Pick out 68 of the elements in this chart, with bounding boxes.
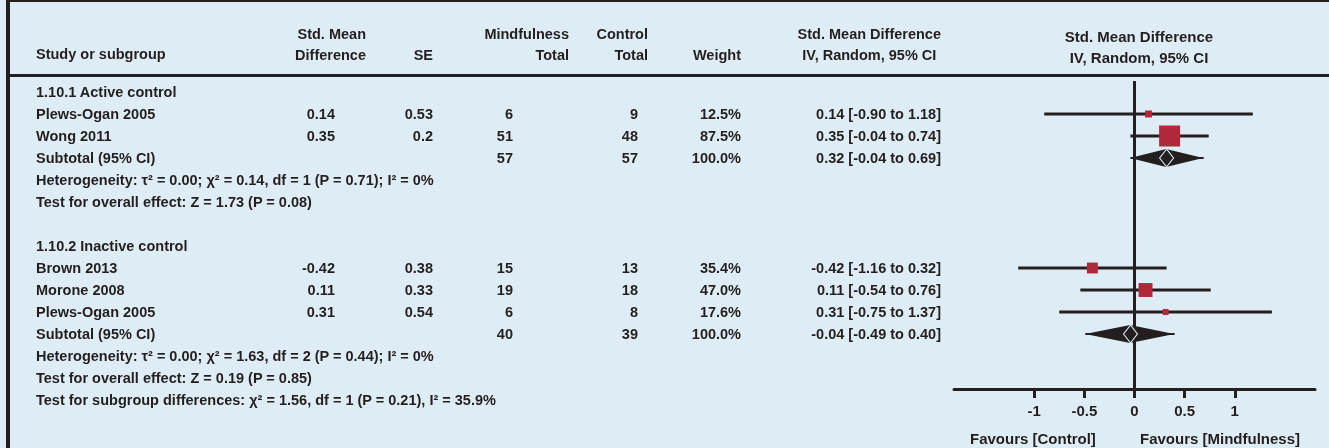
text: 57 — [496, 150, 513, 166]
chart-title: Std. Mean Difference — [1064, 28, 1214, 45]
text: 0.31 — [306, 304, 335, 320]
text: 12.5% — [699, 106, 741, 122]
text: 0.35 [-0.04 to 0.74] — [816, 128, 941, 144]
chart-subtitle: IV, Random, 95% CI — [1069, 49, 1209, 66]
category-label: Test for subgroup differences: χ² = 1.56, df = 1 (P = 0.21), I² = 35.9% — [36, 392, 496, 408]
text: -0.04 [-0.49 to 0.40] — [811, 326, 941, 342]
text: 100.0% — [691, 326, 741, 342]
text: 0.11 [-0.54 to 0.76] — [816, 282, 941, 298]
x-tick-label: -1 — [1027, 402, 1041, 419]
text: 57 — [621, 150, 638, 166]
category-label: 1.10.2 Inactive control — [36, 238, 188, 254]
category-label: Plews-Ogan 2005 — [36, 106, 156, 122]
text: 0.31 [-0.75 to 1.37] — [816, 304, 941, 320]
x-tick-label: -0.5 — [1071, 402, 1098, 419]
text: Favours [Mindfulness] — [1140, 430, 1301, 447]
category-label: Test for overall effect: Z = 1.73 (P = 0.08) — [36, 194, 312, 210]
category-label: Control Total — [596, 25, 648, 65]
text: 0.38 — [404, 260, 433, 276]
text: 13 — [621, 260, 638, 276]
category-label: Wong 2011 — [36, 128, 112, 144]
text: 18 — [621, 282, 638, 298]
text: 17.6% — [699, 304, 741, 320]
x-tick-label: 1 — [1230, 402, 1239, 419]
text: 0.32 [-0.04 to 0.69] — [816, 150, 941, 166]
text: 6 — [504, 106, 513, 122]
text: Favours [Control] — [970, 430, 1096, 447]
category-label: Brown 2013 — [36, 260, 118, 276]
category-label: Weight — [692, 46, 741, 65]
text: -0.42 — [301, 260, 335, 276]
text: 6 — [504, 304, 513, 320]
text: 87.5% — [699, 128, 741, 144]
text: 0.54 — [404, 304, 433, 320]
text: 0.35 — [306, 128, 335, 144]
category-label: Subtotal (95% CI) — [36, 326, 156, 342]
category-label: Std. Mean Difference IV, Random, 95% CI — [797, 25, 941, 65]
category-label: Mindfulness Total — [484, 25, 569, 65]
text: -0.42 [-1.16 to 0.32] — [811, 260, 941, 276]
text: 40 — [496, 326, 513, 342]
text: 0.11 — [307, 282, 335, 298]
x-tick-label: 0 — [1130, 402, 1139, 419]
text: 35.4% — [699, 260, 741, 276]
category-label: Heterogeneity: τ² = 0.00; χ² = 0.14, df = 1 (P = 0.71); I² = 0% — [36, 172, 434, 188]
text: 0.14 [-0.90 to 1.18] — [816, 106, 941, 122]
text: 9 — [629, 106, 638, 122]
category-label: Subtotal (95% CI) — [36, 150, 156, 166]
category-label: Test for overall effect: Z = 0.19 (P = 0.85) — [36, 370, 312, 386]
text: 100.0% — [691, 150, 741, 166]
text: 15 — [496, 260, 513, 276]
x-tick-label: 0.5 — [1174, 402, 1196, 419]
category-label: Morone 2008 — [36, 282, 125, 298]
category-label: Plews-Ogan 2005 — [36, 304, 156, 320]
text: 8 — [629, 304, 638, 320]
text: 39 — [621, 326, 638, 342]
text: 0.2 — [412, 128, 433, 144]
text: Study or subgroup — [36, 46, 166, 62]
category-label: Std. Mean Difference — [295, 25, 366, 65]
category-label: SE — [413, 46, 433, 65]
text: 19 — [496, 282, 513, 298]
text: 47.0% — [699, 282, 741, 298]
category-label: 1.10.1 Active control — [36, 84, 177, 100]
text: 51 — [496, 128, 513, 144]
text: 0.14 — [306, 106, 335, 122]
text: 0.53 — [404, 106, 433, 122]
text: 0.33 — [404, 282, 433, 298]
category-label: Heterogeneity: τ² = 0.00; χ² = 1.63, df = 2 (P = 0.44); I² = 0% — [36, 348, 434, 364]
text: 48 — [621, 128, 638, 144]
